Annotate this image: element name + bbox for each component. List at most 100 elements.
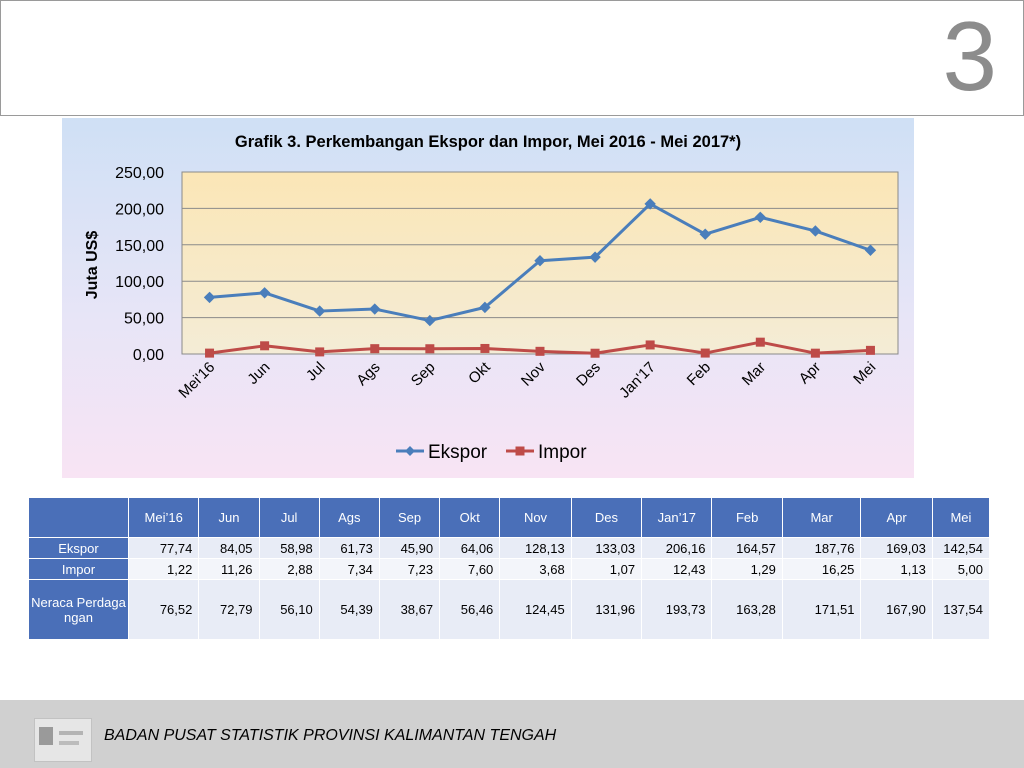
legend: Ekspor Impor [396,442,587,463]
table-cell: 45,90 [378,537,441,559]
column-header: Jan’17 [641,497,713,538]
data-point [589,251,601,263]
data-point [865,345,875,355]
x-tick-label: Mei [850,359,879,388]
slide-number: 3 [942,1,997,111]
x-tick-label: Mar [739,359,769,389]
chart-title: Grafik 3. Perkembangan Ekspor dan Impor,… [235,133,741,151]
column-header: Okt [439,497,501,538]
table-row: Ekspor 77,74 84,05 58,98 61,73 45,90 64,06 128,… [28,537,991,559]
data-point [535,346,545,356]
data-table-wrap: Mei’16 Jun Jul Ags Sep Okt Nov Des Jan’17 Feb Mar A… [28,497,991,640]
table-cell: 76,52 [127,579,200,640]
table-cell: 12,43 [641,558,713,580]
table-cell: 38,67 [378,579,441,640]
column-header: Mei [931,497,991,538]
x-tick-label: Mei'16 [175,359,218,402]
data-point [425,344,435,354]
table-cell: 137,54 [931,579,991,640]
x-tick-label: Apr [796,359,825,388]
table-cell: 187,76 [781,537,862,559]
column-header: Apr [860,497,933,538]
data-point [809,225,822,237]
data-point [203,291,216,304]
x-tick-labels: Mei'16 Jun Jul Ags Sep Okt Nov Des Jan'17 Feb Mar A… [175,358,879,402]
table-cell: 171,51 [781,579,862,640]
table-cell: 58,98 [258,537,320,559]
table-cell: 1,07 [570,558,643,580]
table-cell: 54,39 [318,579,380,640]
chart-panel: Grafik 3. Perkembangan Ekspor dan Impor,… [62,118,914,478]
table-cell: 3,68 [499,558,572,580]
data-point [699,228,711,240]
data-point [590,348,600,358]
column-header: Des [570,497,643,538]
footer-text: BADAN PUSAT STATISTIK PROVINSI KALIMANTA… [104,727,557,744]
footer-bar: BADAN PUSAT STATISTIK PROVINSI KALIMANTA… [0,700,1024,768]
x-tick-label: Okt [465,358,494,387]
table-cell: 124,45 [499,579,572,640]
data-point [369,303,381,315]
data-point [258,287,271,299]
row-label: Impor [28,558,129,580]
column-header: Nov [499,497,572,538]
data-point [313,305,326,317]
column-header: Mei’16 [127,497,200,538]
table-cell: 84,05 [198,537,260,559]
y-axis-label: Juta US$ [84,231,101,300]
table-cell: 206,16 [641,537,713,559]
table-cell: 169,03 [860,537,933,559]
column-header: Ags [318,497,380,538]
column-header: Feb [711,497,783,538]
line-chart: Grafik 3. Perkembangan Ekspor dan Impor,… [84,133,899,463]
table-cell: 7,34 [318,558,380,580]
table-cell: 142,54 [931,537,991,559]
data-point [260,341,270,351]
data-point [480,343,490,353]
column-header: Sep [378,497,441,538]
data-table: Mei’16 Jun Jul Ags Sep Okt Nov Des Jan’17 Feb Mar A… [28,497,991,640]
table-cell: 167,90 [860,579,933,640]
data-point [700,348,710,358]
table-row: Impor 1,22 11,26 2,88 7,34 7,23 7,60 3,68 1,07 12… [28,558,991,580]
bps-logo [34,718,92,762]
y-tick-label: 200,00 [115,201,164,218]
y-tick-label: 250,00 [115,165,164,182]
x-tick-label: Jan'17 [616,359,659,402]
table-cell: 77,74 [127,537,200,559]
table-cell: 7,23 [378,558,441,580]
y-tick-label: 150,00 [115,238,164,255]
table-cell: 2,88 [258,558,320,580]
table-cell: 56,46 [439,579,501,640]
table-cell: 7,60 [439,558,501,580]
data-point [864,244,877,256]
y-tick-label: 0,00 [133,347,164,364]
table-cell: 5,00 [931,558,991,580]
x-tick-label: Jul [303,359,329,385]
grid-lines [182,207,898,319]
x-tick-label: Ags [353,359,383,389]
column-header: Jul [258,497,320,538]
data-point [205,348,215,358]
row-label: Neraca Perdagangan [28,579,129,640]
data-point [645,340,655,350]
data-point [370,344,380,354]
x-tick-label: Feb [684,359,714,389]
x-tick-label: Jun [244,359,273,388]
table-cell: 64,06 [439,537,501,559]
table-cell: 1,13 [860,558,933,580]
table-cell: 163,28 [711,579,783,640]
legend-label: Impor [538,442,587,463]
data-point [479,301,491,314]
data-point [755,337,765,347]
table-cell: 72,79 [198,579,260,640]
table-cell: 1,22 [127,558,200,580]
x-tick-label: Sep [408,359,439,390]
column-header: Mar [781,497,862,538]
table-cell: 131,96 [570,579,643,640]
x-tick-label: Nov [518,358,549,389]
table-cell: 11,26 [198,558,260,580]
column-header: Jun [198,497,260,538]
table-cell: 128,13 [499,537,572,559]
table-cell: 1,29 [711,558,783,580]
